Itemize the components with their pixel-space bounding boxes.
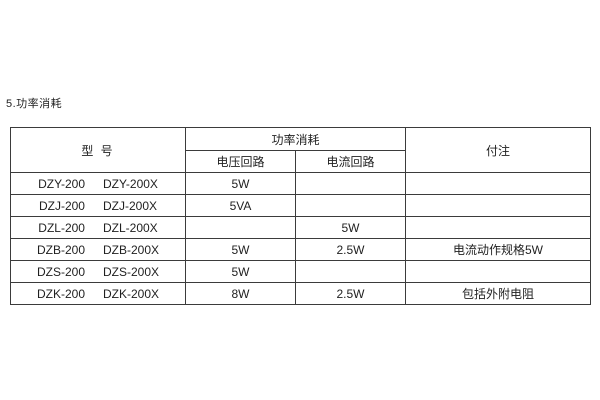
- cell-voltage: [185, 216, 296, 239]
- model-pair: DZS-200 DZS-200X: [37, 265, 159, 279]
- cell-model: DZJ-200 DZJ-200X: [10, 194, 186, 217]
- table-header-row-2: 电压回路 电流回路: [11, 150, 591, 173]
- model-name: DZL-200X: [102, 220, 158, 235]
- cell-current: [294, 194, 407, 217]
- cell-voltage: 8W: [185, 282, 296, 305]
- model-name: DZJ-200X: [102, 198, 158, 213]
- cell-model: DZK-200 DZK-200X: [10, 282, 186, 305]
- cell-model: DZY-200 DZY-200X: [10, 172, 186, 195]
- header-voltage-circuit: 电压回路: [185, 150, 296, 173]
- table-row: DZS-200 DZS-200X 5W: [10, 260, 592, 283]
- cell-model: DZS-200 DZS-200X: [10, 260, 186, 283]
- model-name: DZJ-200: [38, 198, 85, 213]
- header-notes: 付注: [405, 127, 592, 173]
- cell-voltage: 5W: [185, 172, 296, 195]
- cell-model: DZL-200 DZL-200X: [10, 216, 186, 239]
- model-pair: DZJ-200 DZJ-200X: [39, 199, 157, 213]
- cell-current: [294, 260, 407, 283]
- model-name: DZY-200X: [103, 176, 158, 191]
- model-name: DZB-200: [36, 242, 85, 257]
- cell-voltage: 5W: [185, 260, 296, 283]
- cell-note: [405, 172, 592, 195]
- cell-model: DZB-200 DZB-200X: [10, 238, 186, 261]
- table-row: DZB-200 DZB-200X 5W 2.5W 电流动作规格5W: [10, 238, 592, 261]
- header-current-circuit: 电流回路: [294, 150, 407, 173]
- model-name: DZK-200X: [103, 286, 160, 301]
- cell-note: [405, 194, 592, 217]
- power-consumption-table: 型 号 功率消耗 付注 电压回路 电流回路 DZY-200 DZY-200X 5…: [10, 127, 592, 305]
- table-row: DZY-200 DZY-200X 5W: [10, 172, 592, 195]
- model-pair: DZY-200 DZY-200X: [38, 177, 158, 191]
- cell-voltage: 5VA: [185, 194, 296, 217]
- cell-current: 2.5W: [294, 282, 407, 305]
- header-model: 型 号: [10, 127, 186, 173]
- model-name: DZB-200X: [103, 242, 160, 257]
- table-header-row-1: 型 号 功率消耗 付注: [10, 127, 592, 173]
- cell-current: [294, 172, 407, 195]
- model-pair: DZK-200 DZK-200X: [37, 287, 159, 301]
- section-title: 5.功率消耗: [6, 98, 63, 110]
- model-name: DZL-200: [38, 220, 85, 235]
- table-row: DZJ-200 DZJ-200X 5VA: [10, 194, 592, 217]
- table-row: DZK-200 DZK-200X 8W 2.5W 包括外附电阻: [10, 282, 592, 305]
- table-row: DZL-200 DZL-200X 5W: [10, 216, 592, 239]
- cell-voltage: 5W: [185, 238, 296, 261]
- model-name: DZY-200: [38, 176, 85, 191]
- cell-note: [405, 216, 592, 239]
- model-pair: DZB-200 DZB-200X: [37, 243, 159, 257]
- cell-note: 包括外附电阻: [405, 282, 592, 305]
- model-name: DZK-200: [36, 286, 85, 301]
- cell-current: 2.5W: [294, 238, 407, 261]
- cell-note: 电流动作规格5W: [405, 238, 592, 261]
- cell-note: [405, 260, 592, 283]
- cell-current: 5W: [294, 216, 407, 239]
- model-name: DZS-200: [36, 264, 85, 279]
- model-pair: DZL-200 DZL-200X: [38, 221, 157, 235]
- header-power-group: 功率消耗: [184, 127, 407, 151]
- model-name: DZS-200X: [103, 264, 160, 279]
